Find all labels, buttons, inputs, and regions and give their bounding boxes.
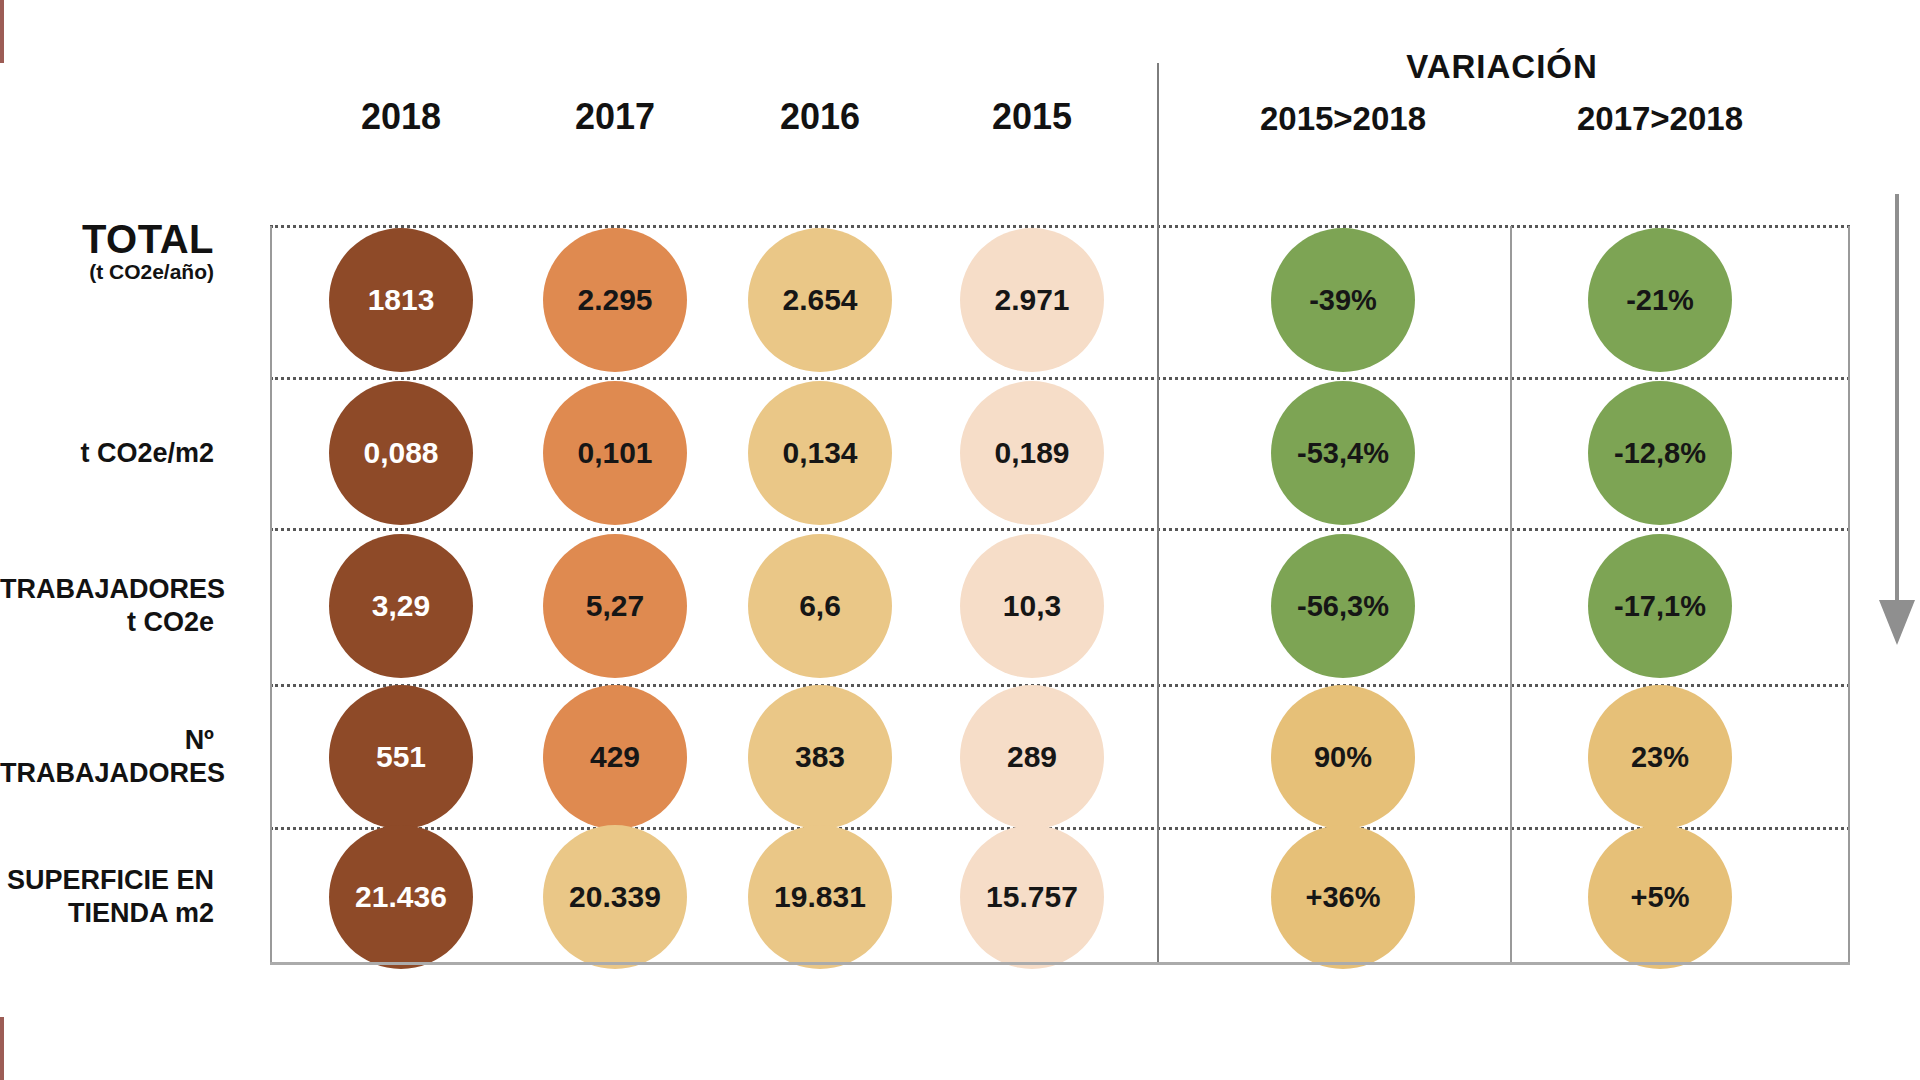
value-bubble-superficie-2016: 19.831 [748,825,892,969]
row-label-total: TOTAL (t CO2e/año) [0,218,214,284]
variation-numtrab-2017-2018: 23% [1631,741,1689,774]
row-separator-4 [270,827,1850,830]
row-label-trabajadores-line1: TRABAJADORES [0,573,214,606]
value-co2em2-2015: 0,189 [994,436,1069,470]
row-label-superficie: SUPERFICIE EN TIENDA m2 [0,864,214,930]
value-bubble-trabco2e-2017: 5,27 [543,534,687,678]
left-accent-bar-bottom [0,1017,4,1080]
value-bubble-co2em2-2015: 0,189 [960,381,1104,525]
variation-bubble-co2em2-2017-2018: -12,8% [1588,381,1732,525]
value-bubble-trabco2e-2016: 6,6 [748,534,892,678]
value-trabco2e-2018: 3,29 [372,589,430,623]
downward-trend-arrowhead-icon [1879,600,1915,645]
variation-section-divider [1157,63,1159,963]
row-separator-2 [270,528,1850,531]
variation-total-2015-2018: -39% [1309,284,1377,317]
row-label-num-trabajadores: Nº TRABAJADORES [0,724,214,790]
row-label-total-main: TOTAL [0,218,214,260]
variation-trabco2e-2015-2018: -56,3% [1297,590,1389,623]
value-bubble-numtrab-2018: 551 [329,685,473,829]
value-bubble-co2em2-2017: 0,101 [543,381,687,525]
variation-bubble-total-2015-2018: -39% [1271,228,1415,372]
column-header-2018: 2018 [293,96,509,138]
value-numtrab-2017: 429 [590,740,640,774]
value-bubble-superficie-2015: 15.757 [960,825,1104,969]
downward-trend-arrow-icon [1895,194,1899,602]
row-label-num-line1: Nº [0,724,214,757]
variation-bubble-numtrab-2015-2018: 90% [1271,685,1415,829]
column-header-2016: 2016 [712,96,928,138]
table-bottom-border [270,962,1850,965]
variation-bubble-numtrab-2017-2018: 23% [1588,685,1732,829]
row-separator-3 [270,684,1850,687]
value-bubble-total-2016: 2.654 [748,228,892,372]
left-accent-bar-top [0,0,4,63]
variation-columns-divider [1510,226,1512,963]
value-bubble-total-2018: 1813 [329,228,473,372]
table-top-dotted-border [270,225,1850,228]
table-left-border [270,226,272,963]
value-bubble-total-2017: 2.295 [543,228,687,372]
variation-superficie-2017-2018: +5% [1631,881,1690,914]
value-superficie-2016: 19.831 [774,880,866,914]
value-bubble-co2em2-2016: 0,134 [748,381,892,525]
value-co2em2-2018: 0,088 [363,436,438,470]
variation-total-2017-2018: -21% [1626,284,1694,317]
variation-bubble-co2em2-2015-2018: -53,4% [1271,381,1415,525]
row-label-superficie-line2: TIENDA m2 [0,897,214,930]
value-bubble-total-2015: 2.971 [960,228,1104,372]
row-label-num-line2: TRABAJADORES [0,757,214,790]
value-total-2018: 1813 [368,283,435,317]
value-superficie-2015: 15.757 [986,880,1078,914]
variation-numtrab-2015-2018: 90% [1314,741,1372,774]
value-trabco2e-2017: 5,27 [586,589,644,623]
value-bubble-co2em2-2018: 0,088 [329,381,473,525]
value-bubble-superficie-2017: 20.339 [543,825,687,969]
value-bubble-numtrab-2017: 429 [543,685,687,829]
value-trabco2e-2016: 6,6 [799,589,841,623]
value-numtrab-2015: 289 [1007,740,1057,774]
row-label-trabajadores-co2e: TRABAJADORES t CO2e [0,573,214,639]
variation-co2em2-2015-2018: -53,4% [1297,437,1389,470]
value-co2em2-2016: 0,134 [782,436,857,470]
value-trabco2e-2015: 10,3 [1003,589,1061,623]
variation-co2em2-2017-2018: -12,8% [1614,437,1706,470]
row-label-co2e-m2: t CO2e/m2 [0,437,214,470]
variation-bubble-superficie-2017-2018: +5% [1588,825,1732,969]
value-bubble-trabco2e-2015: 10,3 [960,534,1104,678]
value-bubble-trabco2e-2018: 3,29 [329,534,473,678]
row-label-co2e-m2-line: t CO2e/m2 [0,437,214,470]
row-separator-1 [270,377,1850,380]
value-total-2017: 2.295 [577,283,652,317]
row-label-trabajadores-line2: t CO2e [0,606,214,639]
value-superficie-2018: 21.436 [355,880,447,914]
column-header-2017: 2017 [507,96,723,138]
value-superficie-2017: 20.339 [569,880,661,914]
variation-section-title: VARIACIÓN [1302,48,1702,86]
value-total-2016: 2.654 [782,283,857,317]
value-numtrab-2018: 551 [376,740,426,774]
value-co2em2-2017: 0,101 [577,436,652,470]
table-right-border [1848,226,1850,963]
value-numtrab-2016: 383 [795,740,845,774]
row-label-total-sub: (t CO2e/año) [0,260,214,284]
value-bubble-superficie-2018: 21.436 [329,825,473,969]
variation-bubble-trabco2e-2015-2018: -56,3% [1271,534,1415,678]
variation-bubble-total-2017-2018: -21% [1588,228,1732,372]
variation-trabco2e-2017-2018: -17,1% [1614,590,1706,623]
value-bubble-numtrab-2015: 289 [960,685,1104,829]
row-label-superficie-line1: SUPERFICIE EN [0,864,214,897]
carbon-footprint-table: 2018 2017 2016 2015 VARIACIÓN 2015>2018 … [0,0,1920,1080]
variation-bubble-superficie-2015-2018: +36% [1271,825,1415,969]
variation-superficie-2015-2018: +36% [1306,881,1381,914]
column-header-variation-2017-2018: 2017>2018 [1520,100,1800,138]
variation-bubble-trabco2e-2017-2018: -17,1% [1588,534,1732,678]
value-bubble-numtrab-2016: 383 [748,685,892,829]
value-total-2015: 2.971 [994,283,1069,317]
column-header-variation-2015-2018: 2015>2018 [1203,100,1483,138]
column-header-2015: 2015 [924,96,1140,138]
